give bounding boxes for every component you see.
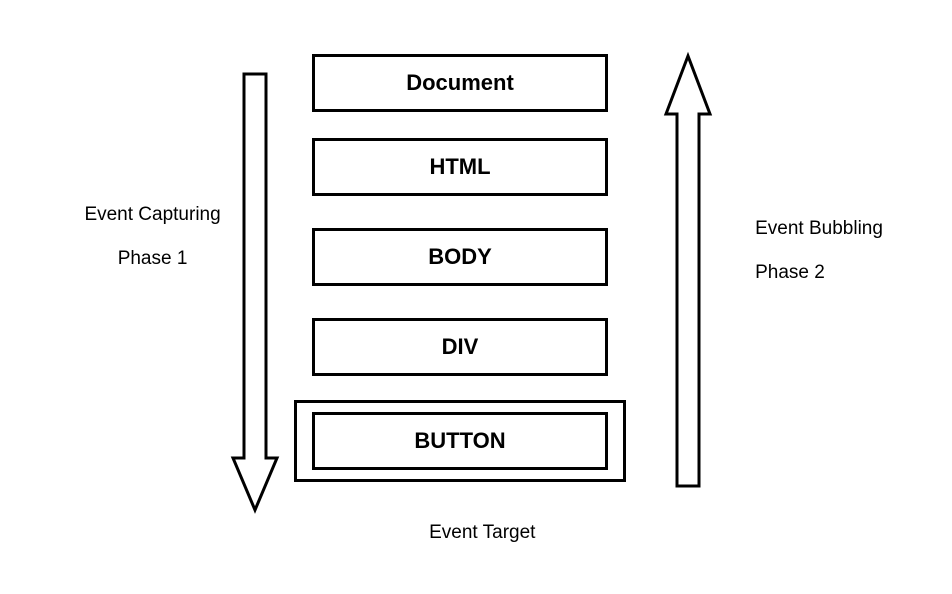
target-caption: Event Target — [408, 500, 535, 566]
caption-line: Event Target — [429, 522, 535, 543]
caption-line: Event Capturing — [84, 204, 220, 225]
caption-line: Event Bubbling — [755, 218, 883, 239]
bubbling-caption: Event Bubbling Phase 2 — [734, 196, 914, 306]
caption-line: Phase 1 — [118, 248, 188, 269]
capturing-caption: Event Capturing Phase 1 — [52, 182, 232, 292]
diagram-stage: Document HTML BODY DIV BUTTON Event Capt… — [0, 0, 952, 594]
caption-line: Phase 2 — [755, 262, 825, 283]
